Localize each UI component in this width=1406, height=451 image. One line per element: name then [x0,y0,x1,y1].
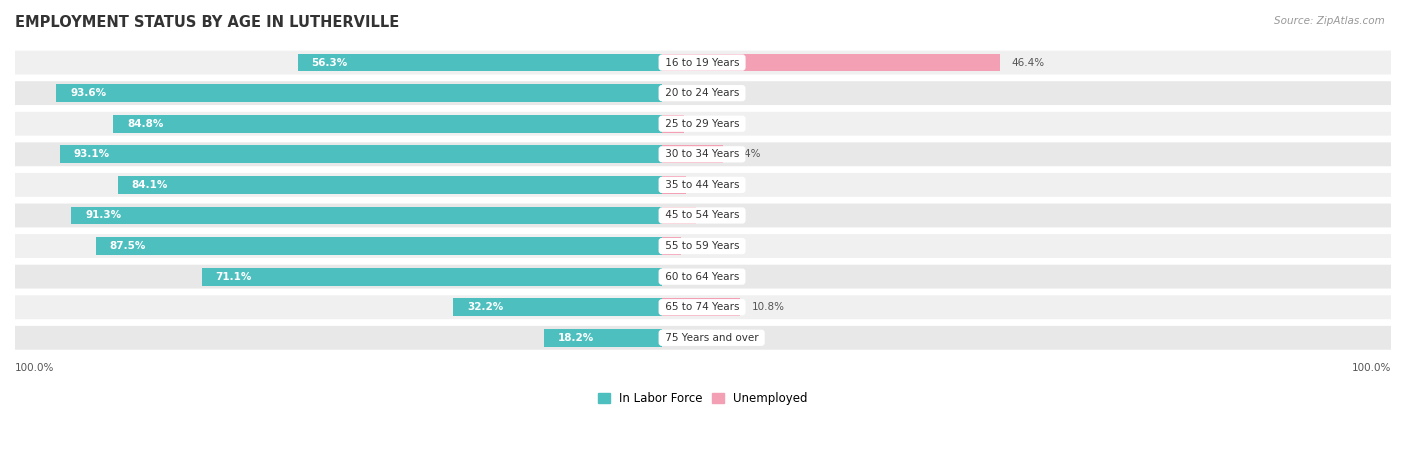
Text: 93.1%: 93.1% [73,149,110,159]
FancyBboxPatch shape [15,265,1391,289]
Bar [59,145,662,163]
Text: 87.5%: 87.5% [110,241,146,251]
Text: 71.1%: 71.1% [215,272,252,281]
Bar [96,237,662,255]
FancyBboxPatch shape [15,203,1391,227]
Text: 32.2%: 32.2% [467,302,503,312]
Text: 0.0%: 0.0% [672,88,699,98]
Text: 93.6%: 93.6% [70,88,107,98]
Bar [662,54,1000,71]
Text: 25 to 29 Years: 25 to 29 Years [662,119,742,129]
Text: 2.6%: 2.6% [692,241,718,251]
Text: EMPLOYMENT STATUS BY AGE IN LUTHERVILLE: EMPLOYMENT STATUS BY AGE IN LUTHERVILLE [15,15,399,30]
Text: 3.0%: 3.0% [695,119,721,129]
Text: 16 to 19 Years: 16 to 19 Years [662,58,742,68]
Bar [662,299,741,316]
Bar [56,84,662,102]
Text: Source: ZipAtlas.com: Source: ZipAtlas.com [1274,16,1385,26]
Text: 55 to 59 Years: 55 to 59 Years [662,241,742,251]
Text: 65 to 74 Years: 65 to 74 Years [662,302,742,312]
FancyBboxPatch shape [15,143,1391,166]
Text: 84.8%: 84.8% [127,119,163,129]
Text: 46.4%: 46.4% [1011,58,1045,68]
Text: 0.0%: 0.0% [672,333,699,343]
Text: 100.0%: 100.0% [1351,363,1391,373]
Text: 4.7%: 4.7% [707,211,734,221]
Text: 18.2%: 18.2% [558,333,593,343]
Bar [544,329,662,347]
Bar [662,176,686,194]
Text: 10.8%: 10.8% [751,302,785,312]
Text: 100.0%: 100.0% [15,363,55,373]
Text: 0.0%: 0.0% [672,272,699,281]
Text: 84.1%: 84.1% [132,180,167,190]
Legend: In Labor Force, Unemployed: In Labor Force, Unemployed [593,387,813,410]
Text: 20 to 24 Years: 20 to 24 Years [662,88,742,98]
FancyBboxPatch shape [15,51,1391,74]
Bar [202,268,662,285]
Text: 75 Years and over: 75 Years and over [662,333,762,343]
Text: 30 to 34 Years: 30 to 34 Years [662,149,742,159]
Bar [298,54,662,71]
FancyBboxPatch shape [15,326,1391,350]
Bar [662,237,681,255]
Bar [118,176,662,194]
FancyBboxPatch shape [15,234,1391,258]
Bar [454,299,662,316]
Text: 91.3%: 91.3% [84,211,121,221]
Text: 3.3%: 3.3% [697,180,723,190]
FancyBboxPatch shape [15,112,1391,136]
FancyBboxPatch shape [15,295,1391,319]
Bar [662,207,696,224]
Text: 60 to 64 Years: 60 to 64 Years [662,272,742,281]
Text: 8.4%: 8.4% [734,149,761,159]
Bar [662,145,723,163]
Bar [72,207,662,224]
Text: 45 to 54 Years: 45 to 54 Years [662,211,742,221]
Bar [662,115,683,133]
Bar [114,115,662,133]
FancyBboxPatch shape [15,81,1391,105]
Text: 35 to 44 Years: 35 to 44 Years [662,180,742,190]
Text: 56.3%: 56.3% [311,58,347,68]
FancyBboxPatch shape [15,173,1391,197]
